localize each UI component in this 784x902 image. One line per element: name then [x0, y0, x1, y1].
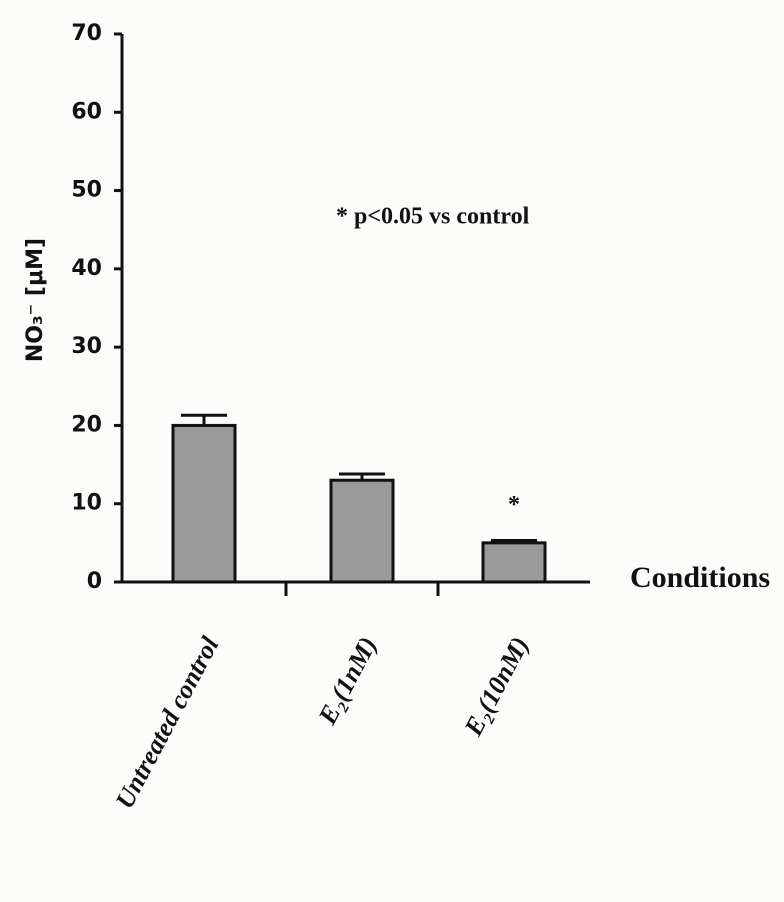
page: NO₃⁻ [μM] Conditions * p<0.05 vs control… [0, 0, 784, 902]
y-tick-label: 20 [71, 412, 102, 437]
chart: NO₃⁻ [μM] Conditions * p<0.05 vs control… [0, 0, 784, 902]
bar [331, 480, 393, 582]
bar [173, 425, 235, 582]
y-tick-label: 0 [87, 569, 102, 594]
y-tick-label: 40 [71, 256, 102, 281]
x-tick-label: E₂(1nM) [312, 632, 382, 730]
significance-marker: * [508, 492, 520, 518]
y-tick-label: 50 [71, 178, 102, 203]
y-tick-label: 30 [71, 334, 102, 359]
y-tick-label: 70 [71, 21, 102, 46]
bar [483, 543, 545, 582]
annotation: * p<0.05 vs control [336, 204, 530, 230]
x-tick-label: Untreated control [110, 631, 225, 813]
x-tick-label: E₂(10nM) [458, 632, 534, 741]
y-axis-label: NO₃⁻ [μM] [23, 238, 48, 362]
y-tick-label: 60 [71, 99, 102, 124]
x-axis-label: Conditions [630, 561, 770, 594]
y-tick-label: 10 [71, 491, 102, 516]
